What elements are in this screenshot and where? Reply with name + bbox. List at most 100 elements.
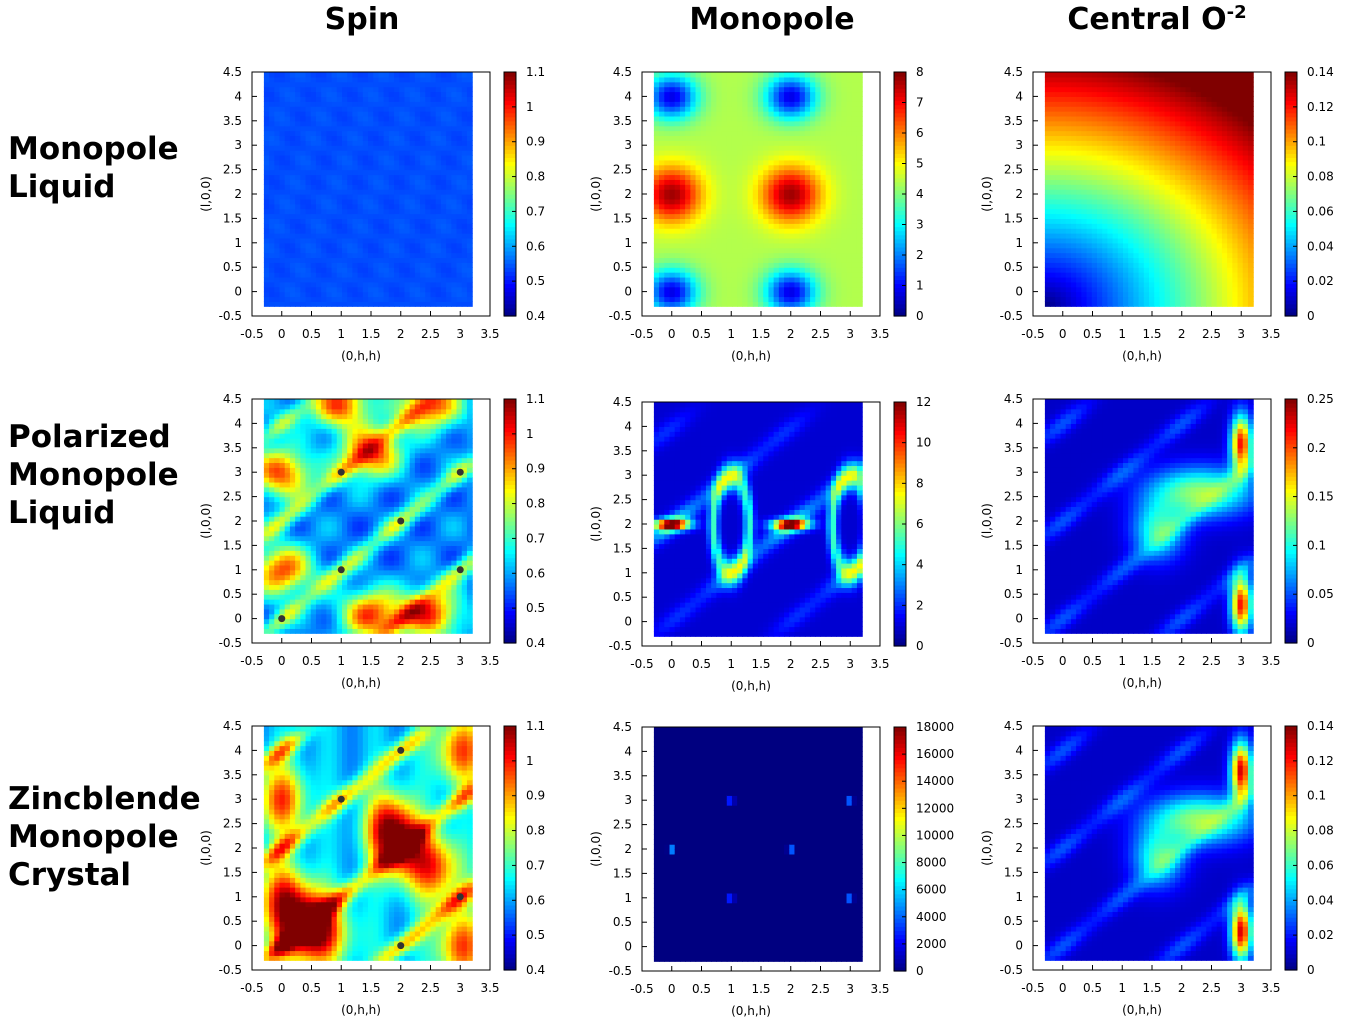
heatmap-cell	[815, 203, 822, 210]
colorbar-swatch	[504, 76, 516, 81]
heatmap-cell	[758, 203, 764, 210]
heatmap-cell	[778, 179, 785, 185]
heatmap-cell	[409, 169, 416, 176]
heatmap-cell	[1102, 111, 1108, 117]
heatmap-cell	[388, 91, 395, 97]
heatmap-cell	[383, 150, 390, 156]
heatmap-cell	[778, 228, 785, 234]
heatmap-cell	[726, 228, 733, 234]
heatmap-cell	[1065, 276, 1072, 283]
heatmap-cell	[731, 76, 738, 83]
heatmap-cell	[269, 213, 275, 219]
heatmap-cell	[836, 130, 842, 137]
heatmap-cell	[394, 213, 400, 219]
heatmap-cell	[784, 276, 790, 283]
heatmap-cell	[451, 140, 458, 146]
heatmap-cell	[820, 125, 827, 132]
heatmap-cell	[461, 291, 468, 298]
heatmap-cell	[721, 218, 728, 224]
heatmap-cell	[274, 164, 281, 171]
heatmap-cell	[825, 301, 832, 307]
heatmap-cell	[1112, 140, 1119, 146]
heatmap-cell	[1133, 252, 1140, 259]
heatmap-cell	[674, 262, 681, 268]
heatmap-cell	[700, 257, 707, 263]
heatmap-cell	[362, 179, 369, 185]
heatmap-cell	[1060, 189, 1067, 195]
heatmap-cell	[778, 174, 785, 180]
heatmap-cell	[295, 223, 301, 229]
colorbar-swatch	[894, 112, 906, 118]
heatmap-cell	[742, 257, 749, 263]
heatmap-cell	[435, 257, 442, 263]
heatmap-cell	[1044, 159, 1051, 166]
heatmap-cell	[747, 179, 754, 185]
heatmap-cell	[425, 286, 432, 293]
heatmap-cell	[758, 184, 764, 190]
heatmap-cell	[778, 96, 785, 102]
heatmap-cell	[695, 203, 702, 210]
heatmap-cell	[269, 115, 275, 122]
heatmap-cell	[1102, 140, 1108, 146]
heatmap-cell	[747, 174, 754, 180]
heatmap-cell	[394, 96, 400, 102]
heatmap-cell	[784, 291, 790, 298]
heatmap-cell	[456, 76, 463, 83]
heatmap-cell	[825, 257, 832, 263]
heatmap-cell	[841, 106, 848, 112]
heatmap-cell	[851, 115, 858, 122]
heatmap-cell	[321, 76, 327, 83]
heatmap-cell	[1060, 276, 1067, 283]
heatmap-cell	[1122, 169, 1129, 176]
heatmap-cell	[846, 276, 853, 283]
heatmap-cell	[737, 179, 744, 185]
heatmap-cell	[1112, 223, 1119, 229]
heatmap-cell	[321, 281, 327, 288]
heatmap-cell	[1107, 247, 1114, 254]
heatmap-cell	[690, 150, 697, 156]
heatmap-cell	[1060, 242, 1067, 249]
heatmap-cell	[430, 233, 437, 239]
heatmap-cell	[1102, 125, 1108, 132]
heatmap-cell	[851, 198, 858, 205]
heatmap-cell	[414, 252, 421, 259]
heatmap-cell	[440, 262, 447, 268]
heatmap-cell	[295, 179, 301, 185]
heatmap-cell	[451, 135, 458, 141]
heatmap-cell	[414, 233, 421, 239]
heatmap-cell	[810, 145, 816, 151]
heatmap-cell	[820, 257, 827, 263]
heatmap-cell	[721, 272, 728, 278]
heatmap-cell	[435, 154, 442, 161]
heatmap-cell	[773, 208, 780, 215]
heatmap-cell	[300, 198, 307, 205]
heatmap-cell	[846, 228, 853, 234]
heatmap-cell	[446, 81, 452, 88]
heatmap-cell	[747, 218, 754, 224]
heatmap-cell	[815, 130, 822, 137]
heatmap-cell	[804, 213, 811, 219]
heatmap-cell	[1133, 257, 1140, 263]
heatmap-cell	[451, 281, 458, 288]
heatmap-cell	[1055, 150, 1062, 156]
heatmap-cell	[1096, 296, 1103, 302]
heatmap-cell	[815, 115, 822, 122]
heatmap-cell	[1044, 91, 1051, 97]
heatmap-cell	[409, 164, 416, 171]
heatmap-cell	[804, 218, 811, 224]
heatmap-cell	[269, 276, 275, 283]
heatmap-cell	[1128, 140, 1135, 146]
heatmap-cell	[404, 228, 411, 234]
heatmap-cell	[778, 291, 785, 298]
heatmap-cell	[1112, 115, 1119, 122]
heatmap-cell	[404, 76, 411, 83]
heatmap-cell	[856, 213, 863, 219]
heatmap-cell	[778, 72, 785, 78]
heatmap-cell	[851, 164, 858, 171]
heatmap-cell	[742, 164, 749, 171]
heatmap-cell	[1086, 252, 1093, 259]
x-tick-label: 3	[456, 327, 464, 341]
heatmap-cell	[804, 159, 811, 166]
heatmap-cell	[669, 120, 676, 127]
heatmap-cell	[1133, 198, 1140, 205]
